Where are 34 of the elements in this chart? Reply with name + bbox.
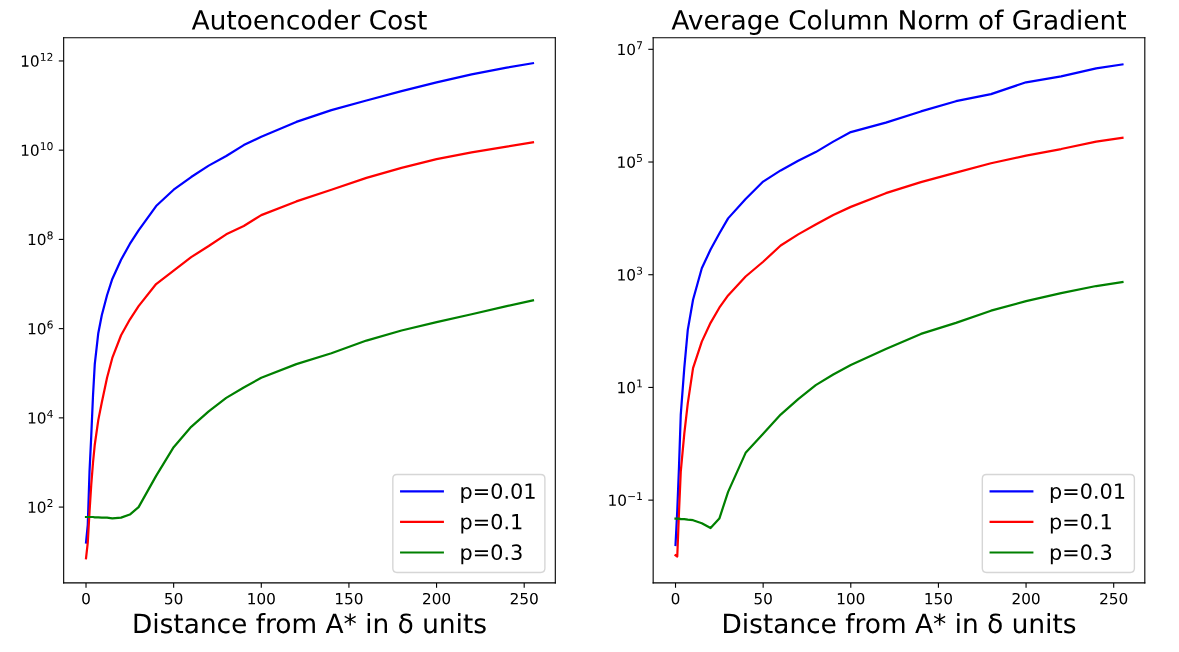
x-tick-label: 250 [1100,592,1128,605]
chart-title: Average Column Norm of Gradient [671,9,1126,35]
y-tick-label: 10$^{2}$ [28,498,53,513]
x-tick-label: 200 [1012,592,1040,605]
x-tick-label: 0 [82,592,90,605]
y-tick-label: 10$^{7}$ [618,41,643,56]
y-tick-label: 10$^{3}$ [618,266,643,281]
x-tick-label: 50 [165,592,183,605]
y-tick-label: 10$^{5}$ [618,154,643,168]
x-tick-label: 0 [671,592,680,605]
legend-label: p=0.01 [461,483,535,503]
x-tick-label: 250 [510,592,538,605]
y-tick-label: 10$^{1}$ [618,379,642,394]
legend-label: p=0.3 [461,544,522,565]
x-tick-label: 100 [837,592,865,605]
legend-label: p=0.01 [1050,483,1125,503]
x-axis-title: Distance from A* in δ units [134,612,486,634]
x-tick-label: 100 [248,592,275,605]
x-tick-label: 150 [336,592,363,605]
line-series [84,62,535,544]
legend-label: p=0.1 [461,513,522,534]
legend-label: p=0.1 [1050,513,1111,534]
y-tick-label: 10$^{12}$ [21,52,53,67]
legend-label: p=0.3 [1050,544,1112,565]
x-tick-label: 50 [754,592,772,605]
y-tick-label: 10$^{−1}$ [609,492,642,507]
x-tick-label: 200 [423,592,451,605]
y-tick-label: 10$^{4}$ [28,409,53,424]
y-tick-label: 10$^{10}$ [21,142,53,157]
y-tick-label: 10$^{6}$ [28,320,53,335]
chart-title: Autoencoder Cost [191,9,427,30]
x-tick-label: 150 [925,592,952,605]
y-tick-label: 10$^{8}$ [28,231,53,246]
x-axis-title: Distance from A* in δ units [724,612,1076,634]
